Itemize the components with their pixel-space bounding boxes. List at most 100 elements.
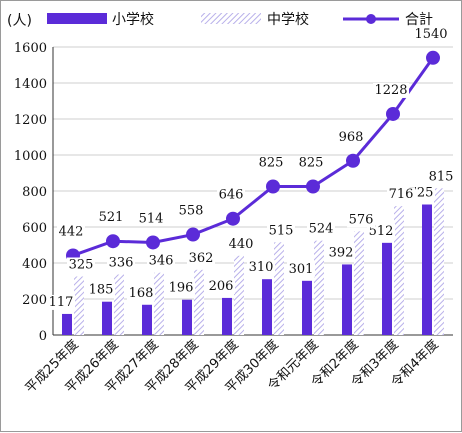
data-label-bg — [177, 203, 205, 219]
bar-elementary — [302, 280, 312, 335]
junior-high-value-label: 524 — [309, 222, 334, 237]
legend-label-elementary: 小学校 — [112, 11, 154, 28]
data-label-bg — [267, 223, 295, 239]
bar-elementary — [182, 299, 192, 335]
data-label-bg — [337, 129, 365, 145]
data-label-bg — [147, 253, 175, 269]
total-marker — [186, 227, 200, 242]
junior-high-value-label: 815 — [429, 169, 454, 184]
bar-elementary — [62, 313, 72, 335]
elementary-value-label: 512 — [369, 224, 394, 239]
bar-junior-high — [394, 206, 404, 335]
total-marker — [106, 234, 120, 249]
data-label-bg — [207, 278, 235, 294]
junior-high-value-label: 325 — [69, 258, 94, 273]
legend-label-junior-high: 中学校 — [267, 11, 309, 28]
total-marker — [426, 50, 440, 65]
data-label-bg — [427, 169, 455, 185]
total-value-label: 1540 — [414, 27, 447, 42]
bar-junior-high — [314, 240, 324, 335]
y-tick-label: 400 — [22, 257, 47, 272]
data-label-bg — [167, 280, 195, 296]
bar-elementary — [422, 204, 432, 335]
data-label-bg — [97, 210, 125, 226]
elementary-value-label: 185 — [89, 283, 114, 298]
junior-high-value-label: 346 — [149, 254, 174, 269]
total-marker — [146, 235, 160, 250]
data-label-bg — [217, 187, 245, 203]
junior-high-value-label: 362 — [189, 251, 214, 266]
total-value-label: 646 — [219, 188, 244, 203]
y-tick-label: 800 — [22, 185, 47, 200]
bar-elementary — [382, 242, 392, 335]
total-value-label: 968 — [339, 130, 364, 145]
bar-elementary — [222, 297, 232, 335]
y-tick-label: 200 — [22, 293, 47, 308]
y-tick-label: 0 — [39, 329, 47, 344]
bar-junior-high — [434, 188, 444, 335]
y-tick-label: 1600 — [14, 41, 47, 56]
bar-elementary — [342, 264, 352, 335]
elementary-value-label: 310 — [249, 260, 274, 275]
elementary-value-label: 206 — [209, 279, 234, 294]
legend: (人) 小学校 中学校 合計 — [7, 11, 433, 29]
elementary-value-label: 301 — [289, 262, 314, 277]
bar-junior-high — [74, 276, 84, 335]
y-tick-label: 1200 — [14, 113, 47, 128]
total-value-label: 825 — [299, 156, 324, 171]
data-label-bg — [127, 285, 155, 301]
data-label-bg — [287, 261, 315, 277]
legend-swatch-total-marker — [366, 14, 376, 24]
bar-junior-high — [234, 255, 244, 335]
data-label-bg — [413, 26, 449, 42]
junior-high-value-label: 440 — [229, 237, 254, 252]
legend-label-total: 合計 — [405, 12, 433, 28]
total-marker — [266, 179, 280, 194]
data-label-bg — [187, 250, 215, 266]
junior-high-value-label: 576 — [349, 212, 374, 227]
y-tick-label: 1000 — [14, 149, 47, 164]
bar-junior-high — [274, 242, 284, 335]
data-label-bg — [67, 257, 95, 273]
total-value-label: 1228 — [374, 83, 407, 98]
data-label-bg — [137, 211, 165, 227]
elementary-value-label: 168 — [129, 286, 154, 301]
y-unit-label: (人) — [7, 13, 32, 29]
data-label-bg — [327, 245, 355, 261]
data-label-bg — [367, 223, 395, 239]
total-line — [66, 50, 440, 263]
bar-junior-high — [154, 272, 164, 335]
total-marker — [386, 106, 400, 121]
data-label-bg — [347, 212, 375, 228]
total-marker — [226, 211, 240, 226]
bar-junior-high — [194, 269, 204, 335]
total-value-label: 825 — [259, 156, 284, 171]
data-label-bg — [87, 282, 115, 298]
data-label-bg — [47, 294, 75, 310]
total-marker — [346, 153, 360, 168]
elementary-value-label: 117 — [49, 295, 74, 310]
data-label-bg — [227, 236, 255, 252]
data-label-bg — [57, 224, 85, 240]
data-label-bg — [387, 187, 415, 203]
total-value-label: 514 — [139, 211, 164, 226]
total-line-path — [72, 56, 435, 257]
bar-junior-high — [354, 231, 364, 335]
data-label-bg — [247, 260, 275, 276]
junior-high-value-label: 716 — [389, 187, 414, 202]
data-label-bg — [307, 221, 335, 237]
data-label-bg — [257, 155, 285, 171]
data-label-bg — [373, 82, 409, 98]
total-value-label: 558 — [179, 204, 204, 219]
bar-elementary — [142, 304, 152, 335]
y-tick-label: 1400 — [14, 77, 47, 92]
elementary-value-label: 196 — [169, 281, 194, 296]
elementary-value-label: 392 — [329, 245, 354, 260]
junior-high-value-label: 336 — [109, 256, 134, 271]
junior-high-value-label: 515 — [269, 223, 294, 238]
legend-swatch-elementary — [47, 13, 107, 24]
total-value-label: 521 — [99, 210, 124, 225]
data-label-bg — [297, 155, 325, 171]
